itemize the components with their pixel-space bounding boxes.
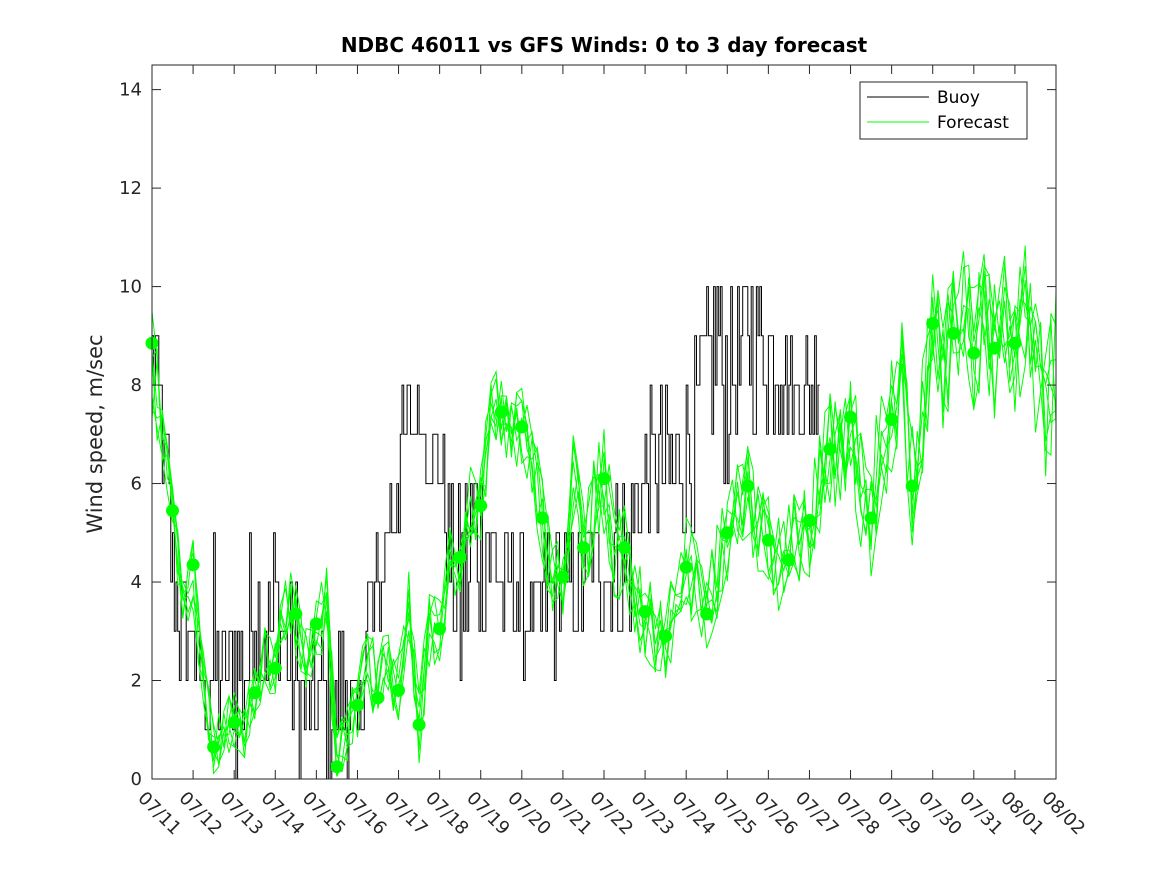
- forecast-series-line: [152, 255, 1056, 764]
- analysis-marker: [412, 718, 426, 732]
- analysis-marker: [844, 410, 857, 424]
- analysis-marker: [309, 617, 323, 631]
- y-tick-label: 8: [131, 375, 142, 396]
- analysis-marker: [782, 553, 796, 567]
- plot-area: [145, 65, 1056, 779]
- y-tick-label: 2: [131, 671, 142, 692]
- analysis-marker: [1008, 336, 1022, 350]
- y-tick-label: 0: [131, 769, 142, 790]
- analysis-marker: [638, 605, 652, 619]
- analysis-marker: [392, 683, 405, 697]
- analysis-marker: [351, 698, 364, 712]
- analysis-marker: [761, 533, 775, 547]
- analysis-marker: [679, 560, 693, 574]
- analysis-marker: [926, 317, 940, 330]
- analysis-marker: [268, 661, 282, 675]
- y-tick-label: 14: [119, 80, 142, 101]
- y-tick-label: 4: [131, 572, 142, 593]
- chart-title: NDBC 46011 vs GFS Winds: 0 to 3 day fore…: [341, 33, 868, 57]
- legend-forecast-label: Forecast: [937, 113, 1009, 133]
- analysis-marker: [371, 691, 385, 705]
- analysis-marker: [227, 715, 241, 729]
- analysis-marker: [330, 760, 344, 774]
- analysis-marker: [186, 558, 200, 572]
- forecast-series-line: [152, 264, 1056, 773]
- analysis-marker: [515, 420, 529, 434]
- forecast-series-line: [152, 251, 1056, 764]
- analysis-marker: [453, 550, 467, 564]
- y-tick-label: 10: [119, 277, 142, 298]
- legend: Buoy Forecast: [859, 81, 1028, 140]
- analysis-marker: [597, 472, 611, 486]
- analysis-marker: [864, 511, 878, 525]
- y-axis-label: Wind speed, m/sec: [83, 334, 107, 533]
- analysis-marker: [474, 499, 488, 513]
- legend-box: [859, 81, 1028, 140]
- analysis-marker: [494, 405, 508, 419]
- analysis-marker: [207, 740, 221, 754]
- analysis-marker: [433, 622, 447, 636]
- analysis-marker: [741, 479, 755, 493]
- analysis-marker: [577, 541, 590, 555]
- analysis-marker: [618, 541, 631, 555]
- analysis-marker: [946, 326, 960, 340]
- analysis-marker: [166, 504, 179, 518]
- y-tick-label: 12: [119, 178, 142, 199]
- analysis-marker: [823, 442, 837, 456]
- analysis-marker: [556, 570, 570, 584]
- analysis-marker: [905, 479, 919, 493]
- analysis-marker: [659, 629, 673, 643]
- analysis-marker: [700, 607, 714, 621]
- analysis-marker: [885, 413, 899, 426]
- analysis-marker: [720, 526, 734, 540]
- analysis-marker: [248, 686, 262, 700]
- analysis-marker: [289, 607, 303, 621]
- analysis-marker: [967, 346, 981, 360]
- analysis-marker: [803, 514, 816, 527]
- y-tick-label: 6: [131, 474, 142, 495]
- analysis-marker: [535, 511, 549, 525]
- legend-buoy-label: Buoy: [937, 88, 980, 108]
- analysis-marker: [987, 341, 1001, 355]
